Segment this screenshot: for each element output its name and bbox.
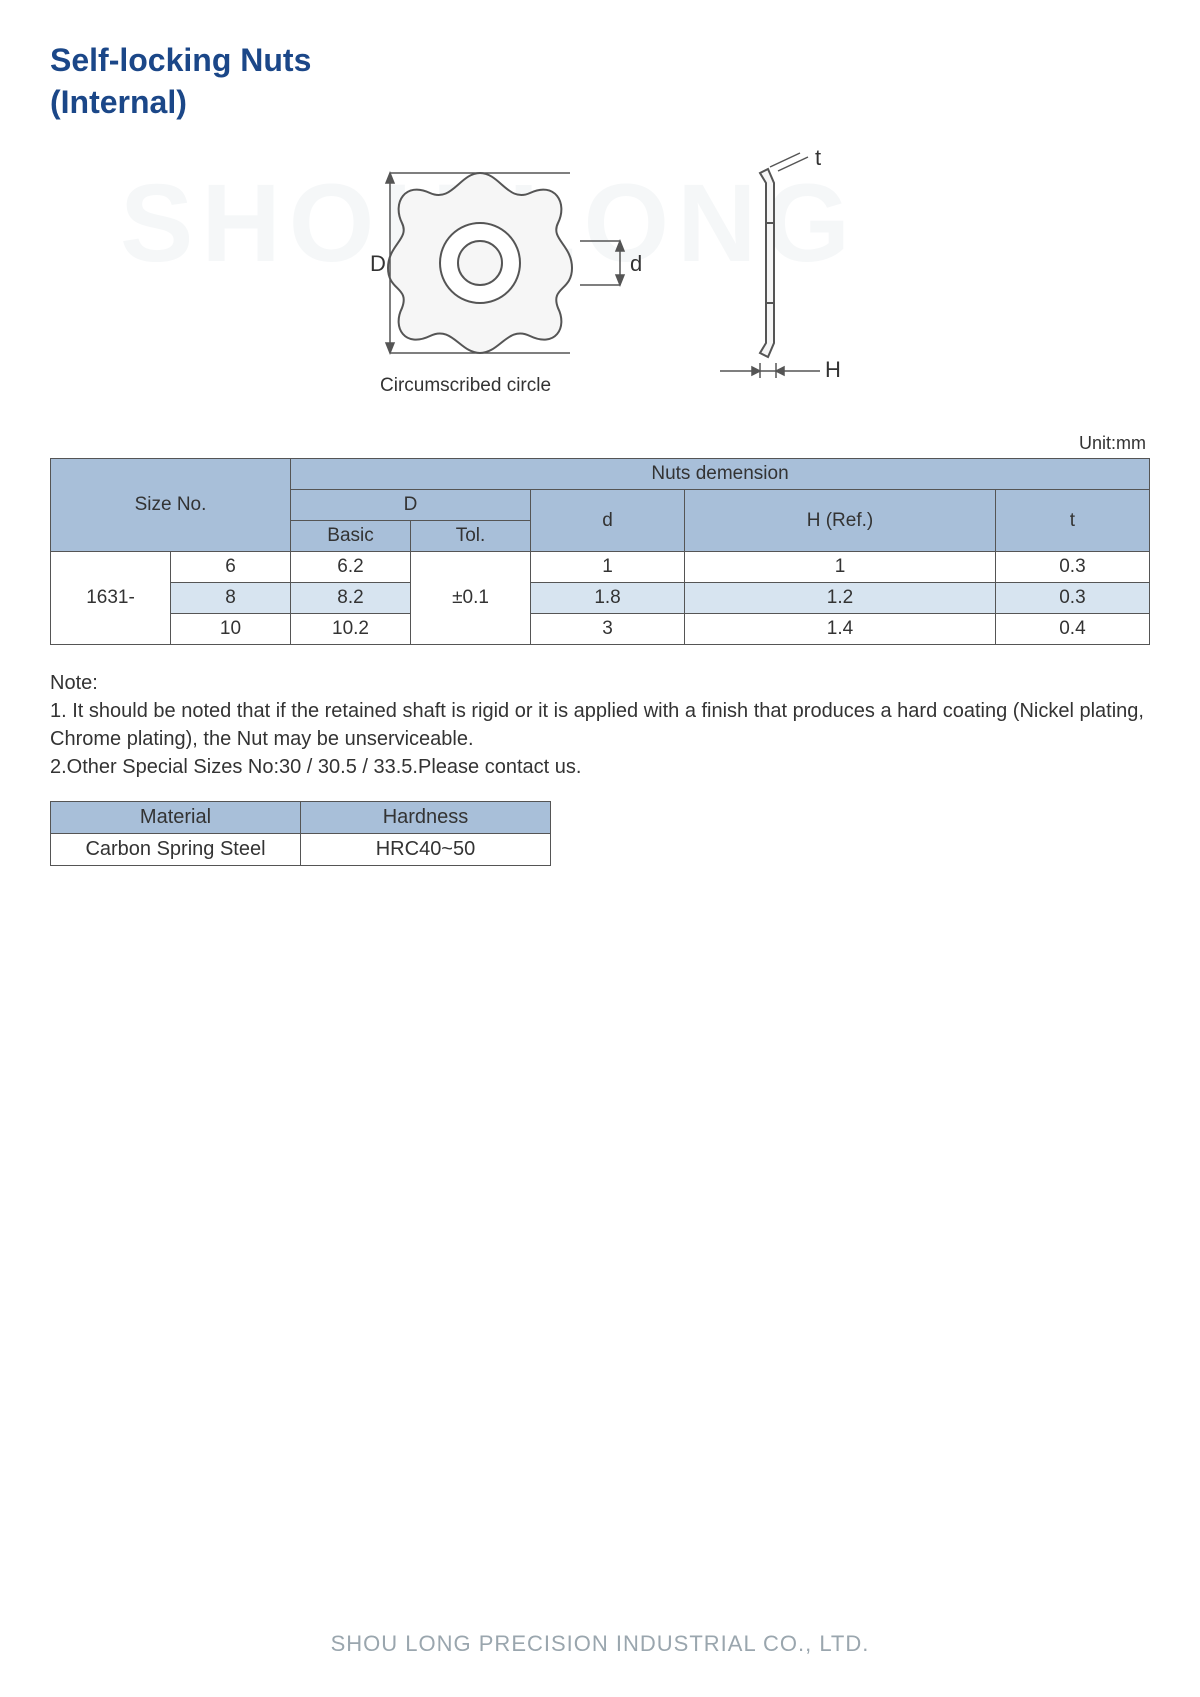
th-t: t (995, 490, 1149, 552)
note-line-2: 2.Other Special Sizes No:30 / 30.5 / 33.… (50, 753, 1150, 781)
footer-text: SHOU LONG PRECISION INDUSTRIAL CO., LTD. (0, 1631, 1200, 1657)
table-row: 10 10.2 3 1.4 0.4 (51, 614, 1150, 645)
cell: 6 (171, 552, 291, 583)
cell: 0.3 (995, 552, 1149, 583)
note-block: Note: 1. It should be noted that if the … (50, 669, 1150, 781)
th-basic: Basic (291, 521, 411, 552)
cell: 1.4 (685, 614, 996, 645)
diagram-label-H: H (825, 357, 841, 382)
table-row: 8 8.2 1.8 1.2 0.3 (51, 583, 1150, 614)
cell: 3 (531, 614, 685, 645)
th-nuts: Nuts demension (291, 459, 1150, 490)
cell-material: Carbon Spring Steel (51, 834, 301, 866)
diagram-label-d: d (630, 251, 642, 276)
technical-diagram: D d t (50, 143, 1150, 423)
diagram-caption: Circumscribed circle (380, 375, 551, 397)
cell: 1 (685, 552, 996, 583)
th-tol: Tol. (411, 521, 531, 552)
th-material: Material (51, 802, 301, 834)
cell: 0.4 (995, 614, 1149, 645)
page-title: Self-locking Nuts (Internal) (50, 40, 1150, 123)
cell: 0.3 (995, 583, 1149, 614)
cell: 1.2 (685, 583, 996, 614)
material-table: Material Hardness Carbon Spring Steel HR… (50, 801, 551, 866)
cell-tol: ±0.1 (411, 552, 531, 645)
th-D: D (291, 490, 531, 521)
cell: 8 (171, 583, 291, 614)
cell: 8.2 (291, 583, 411, 614)
th-size: Size No. (51, 459, 291, 552)
cell: 1 (531, 552, 685, 583)
diagram-label-D: D (370, 251, 386, 276)
table-row: 1631- 6 6.2 ±0.1 1 1 0.3 (51, 552, 1150, 583)
title-line-1: Self-locking Nuts (50, 40, 1150, 82)
cell-hardness: HRC40~50 (301, 834, 551, 866)
diagram-label-t: t (815, 145, 821, 170)
cell: 6.2 (291, 552, 411, 583)
cell-series: 1631- (51, 552, 171, 645)
th-H: H (Ref.) (685, 490, 996, 552)
cell: 10.2 (291, 614, 411, 645)
note-line-1: 1. It should be noted that if the retain… (50, 697, 1150, 753)
title-line-2: (Internal) (50, 82, 1150, 124)
th-hardness: Hardness (301, 802, 551, 834)
cell: 1.8 (531, 583, 685, 614)
note-heading: Note: (50, 669, 1150, 697)
unit-label: Unit:mm (50, 433, 1146, 454)
specification-table: Size No. Nuts demension D d H (Ref.) t B… (50, 458, 1150, 645)
diagram-svg: D d t (320, 143, 880, 403)
th-d: d (531, 490, 685, 552)
cell: 10 (171, 614, 291, 645)
